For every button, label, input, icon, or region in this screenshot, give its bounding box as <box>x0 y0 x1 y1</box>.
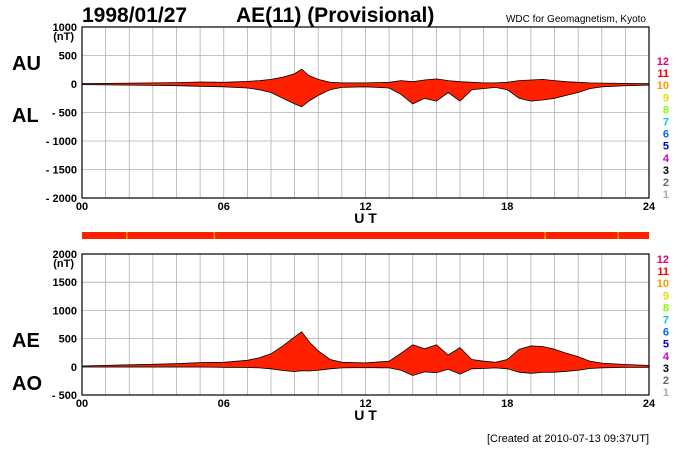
x-tick-label: 12 <box>359 398 371 410</box>
station-count-label: 4 <box>663 351 670 363</box>
station-count-label: 9 <box>663 290 669 302</box>
series-line-ae <box>81 331 650 367</box>
plot-frame <box>81 253 650 396</box>
x-tick-label: 00 <box>76 398 88 410</box>
station-count-label: 7 <box>663 315 669 327</box>
station-count-label: 2 <box>663 375 669 387</box>
station-count-label: 10 <box>657 80 669 92</box>
y-tick-label: 1500 <box>53 277 77 289</box>
station-count-label: 11 <box>657 266 669 278</box>
x-tick-label: 18 <box>501 398 513 410</box>
y-tick-label: - 500 <box>52 108 77 120</box>
station-count-label: 7 <box>663 117 669 129</box>
y-tick-label: - 1500 <box>46 165 77 177</box>
side-label-au: AU <box>12 53 41 75</box>
x-tick-label: 06 <box>218 398 230 410</box>
y-tick-label: 0 <box>71 362 77 374</box>
series-line-au <box>81 68 650 85</box>
station-count-label: 1 <box>663 387 669 399</box>
station-count-label: 6 <box>663 129 669 141</box>
y-tick-label: 1000 <box>53 305 77 317</box>
side-label-ae: AE <box>12 330 40 352</box>
coverage-bar <box>82 232 649 239</box>
x-tick-label: 06 <box>218 201 230 213</box>
y-tick-label: 0 <box>71 79 77 91</box>
envelope-area <box>82 69 649 107</box>
y-tick-label: 2000 <box>53 249 77 261</box>
x-tick-label: 12 <box>359 201 371 213</box>
station-count-label: 8 <box>663 104 669 116</box>
x-tick-label: 00 <box>76 201 88 213</box>
station-count-label: 8 <box>663 302 669 314</box>
ae-ao-panel: 2000 1500 1000 500 0 - 500 (nT) 00 06 12 18 24 U T AE… <box>12 249 656 423</box>
plot-frame <box>81 26 650 199</box>
x-tick-label: 24 <box>643 201 656 213</box>
created-timestamp: [Created at 2010-07-13 09:37UT] <box>487 433 649 445</box>
unit-label: (nT) <box>53 31 74 43</box>
y-tick-label: 500 <box>59 51 77 63</box>
station-count-label: 3 <box>663 363 669 375</box>
source-label: WDC for Geomagnetism, Kyoto <box>506 14 646 25</box>
station-count-label: 5 <box>663 141 669 153</box>
station-count-label: 6 <box>663 327 669 339</box>
au-al-panel: 1000 500 0 - 500 - 1000 - 1500 - 2000 (nT) 00 06 1… <box>12 22 656 226</box>
x-tick-label: 24 <box>643 398 656 410</box>
station-count-label: 2 <box>663 177 669 189</box>
station-count-label: 4 <box>663 153 670 165</box>
y-tick-label: 1000 <box>53 22 77 34</box>
page-title: AE(11) (Provisional) <box>236 4 434 27</box>
station-count-label: 1 <box>663 189 669 201</box>
side-label-al: AL <box>12 105 39 127</box>
y-tick-label: 500 <box>59 334 77 346</box>
station-count-label: 3 <box>663 165 669 177</box>
x-axis-label: U T <box>354 210 377 226</box>
y-tick-label: - 1000 <box>46 136 77 148</box>
x-tick-label: 18 <box>501 201 513 213</box>
x-axis-label: U T <box>354 407 377 423</box>
station-count-label: 5 <box>663 339 669 351</box>
coverage-bar-fill <box>82 232 649 239</box>
y-tick-label: - 500 <box>52 390 77 402</box>
station-count-label: 9 <box>663 92 669 104</box>
station-count-label: 12 <box>657 56 669 68</box>
station-count-label: 10 <box>657 278 669 290</box>
y-tick-label: - 2000 <box>46 193 77 205</box>
envelope-area <box>82 331 649 376</box>
station-count-label: 12 <box>657 254 669 266</box>
series-line-al <box>81 84 650 108</box>
side-label-ao: AO <box>12 373 42 395</box>
unit-label: (nT) <box>53 258 74 270</box>
date-label: 1998/01/27 <box>82 4 187 27</box>
series-line-ao <box>81 366 650 376</box>
station-count-label: 11 <box>657 68 669 80</box>
